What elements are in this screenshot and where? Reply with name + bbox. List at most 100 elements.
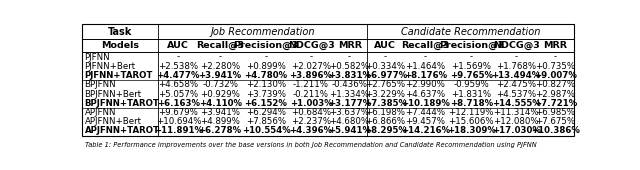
- Text: +2.475%: +2.475%: [496, 80, 536, 89]
- Text: +8.295%: +8.295%: [364, 126, 407, 135]
- Text: +6.152%: +6.152%: [244, 99, 287, 108]
- Text: +10.189%: +10.189%: [401, 99, 450, 108]
- Text: +4.537%: +4.537%: [496, 90, 536, 99]
- Text: +8.718%: +8.718%: [450, 99, 493, 108]
- Text: +0.827%: +0.827%: [535, 80, 575, 89]
- Text: +9.007%: +9.007%: [534, 71, 577, 80]
- Text: +1.003%: +1.003%: [290, 99, 332, 108]
- Text: -: -: [384, 53, 387, 62]
- Text: +10.386%: +10.386%: [531, 126, 580, 135]
- Text: +18.309%: +18.309%: [447, 126, 495, 135]
- Text: +9.457%: +9.457%: [405, 117, 445, 126]
- Text: +0.582%: +0.582%: [330, 62, 370, 71]
- Text: +7.856%: +7.856%: [246, 117, 286, 126]
- Text: +4.780%: +4.780%: [244, 71, 287, 80]
- Text: +7.675%: +7.675%: [535, 117, 575, 126]
- Text: +4.637%: +4.637%: [405, 90, 445, 99]
- Text: -: -: [515, 53, 518, 62]
- Text: +7.721%: +7.721%: [534, 99, 577, 108]
- Text: +17.030%: +17.030%: [492, 126, 541, 135]
- Text: +4.680%: +4.680%: [330, 117, 370, 126]
- Text: +6.866%: +6.866%: [365, 117, 405, 126]
- Text: +4.658%: +4.658%: [158, 80, 198, 89]
- Text: Models: Models: [102, 41, 140, 50]
- Text: +3.941%: +3.941%: [198, 71, 242, 80]
- Text: BPJFNN: BPJFNN: [84, 80, 116, 89]
- Text: APJFNN: APJFNN: [84, 108, 116, 117]
- Text: +1.464%: +1.464%: [405, 62, 445, 71]
- Text: -0.732%: -0.732%: [202, 80, 238, 89]
- Text: +2.538%: +2.538%: [158, 62, 198, 71]
- Text: PJFNN: PJFNN: [84, 53, 110, 62]
- Text: +2.130%: +2.130%: [246, 80, 286, 89]
- Text: +1.831%: +1.831%: [451, 90, 492, 99]
- Text: +1.768%: +1.768%: [496, 62, 536, 71]
- Text: +0.684%: +0.684%: [291, 108, 331, 117]
- Text: +3.941%: +3.941%: [200, 108, 240, 117]
- Text: +9.679%: +9.679%: [159, 108, 198, 117]
- Text: +3.229%: +3.229%: [365, 90, 405, 99]
- Text: APJFNN+Bert: APJFNN+Bert: [84, 117, 141, 126]
- Bar: [83, 24, 573, 136]
- Text: +10.694%: +10.694%: [156, 117, 201, 126]
- Text: +4.899%: +4.899%: [200, 117, 240, 126]
- Text: +0.735%: +0.735%: [535, 62, 575, 71]
- Text: +6.977%: +6.977%: [364, 71, 407, 80]
- Text: Precision@3: Precision@3: [438, 41, 504, 50]
- Text: BPJFNN+Bert: BPJFNN+Bert: [84, 90, 141, 99]
- Text: +10.554%: +10.554%: [242, 126, 291, 135]
- Text: -: -: [177, 53, 180, 62]
- Text: +6.985%: +6.985%: [536, 108, 575, 117]
- Text: +1.334%: +1.334%: [330, 90, 370, 99]
- Text: +0.899%: +0.899%: [246, 62, 286, 71]
- Text: -1.211%: -1.211%: [293, 80, 329, 89]
- Text: +14.555%: +14.555%: [492, 99, 541, 108]
- Text: NDCG@3: NDCG@3: [493, 41, 540, 50]
- Text: +6.163%: +6.163%: [157, 99, 200, 108]
- Text: +4.110%: +4.110%: [198, 99, 242, 108]
- Text: -: -: [424, 53, 427, 62]
- Text: +0.929%: +0.929%: [200, 90, 240, 99]
- Text: AUC: AUC: [168, 41, 189, 50]
- Text: +4.396%: +4.396%: [289, 126, 333, 135]
- Text: +0.334%: +0.334%: [365, 62, 405, 71]
- Text: +15.606%: +15.606%: [449, 117, 494, 126]
- Text: +5.057%: +5.057%: [158, 90, 198, 99]
- Text: BPJFNN+TAROT: BPJFNN+TAROT: [84, 99, 159, 108]
- Text: -: -: [310, 53, 312, 62]
- Text: +2.765%: +2.765%: [365, 80, 405, 89]
- Text: -0.959%: -0.959%: [453, 80, 489, 89]
- Text: +3.739%: +3.739%: [246, 90, 286, 99]
- Text: +8.176%: +8.176%: [404, 71, 447, 80]
- Text: +6.198%: +6.198%: [365, 108, 405, 117]
- Text: +3.831%: +3.831%: [328, 71, 371, 80]
- Text: Candidate Recommendation: Candidate Recommendation: [401, 27, 540, 37]
- Text: +3.896%: +3.896%: [289, 71, 333, 80]
- Text: -: -: [348, 53, 351, 62]
- Text: Recall@3: Recall@3: [196, 41, 244, 50]
- Text: +12.080%: +12.080%: [493, 117, 539, 126]
- Text: -: -: [264, 53, 268, 62]
- Text: Job Recommendation: Job Recommendation: [211, 27, 315, 37]
- Text: -0.211%: -0.211%: [293, 90, 329, 99]
- Text: +7.444%: +7.444%: [405, 108, 445, 117]
- Text: +11.314%: +11.314%: [493, 108, 539, 117]
- Text: +11.891%: +11.891%: [154, 126, 203, 135]
- Text: -: -: [470, 53, 473, 62]
- Text: +2.990%: +2.990%: [405, 80, 445, 89]
- Text: +14.216%: +14.216%: [401, 126, 450, 135]
- Text: NDCG@3: NDCG@3: [287, 41, 335, 50]
- Text: -: -: [554, 53, 557, 62]
- Text: +2.027%: +2.027%: [291, 62, 331, 71]
- Text: Recall@3: Recall@3: [401, 41, 449, 50]
- Text: Task: Task: [108, 27, 132, 37]
- Text: +2.280%: +2.280%: [200, 62, 240, 71]
- Text: +3.177%: +3.177%: [328, 99, 371, 108]
- Text: +12.119%: +12.119%: [449, 108, 494, 117]
- Text: PJFNN+TAROT: PJFNN+TAROT: [84, 71, 153, 80]
- Text: MRR: MRR: [543, 41, 568, 50]
- Text: +9.765%: +9.765%: [450, 71, 493, 80]
- Text: PJFNN+Bert: PJFNN+Bert: [84, 62, 136, 71]
- Text: +2.237%: +2.237%: [291, 117, 331, 126]
- Text: -0.436%: -0.436%: [332, 80, 367, 89]
